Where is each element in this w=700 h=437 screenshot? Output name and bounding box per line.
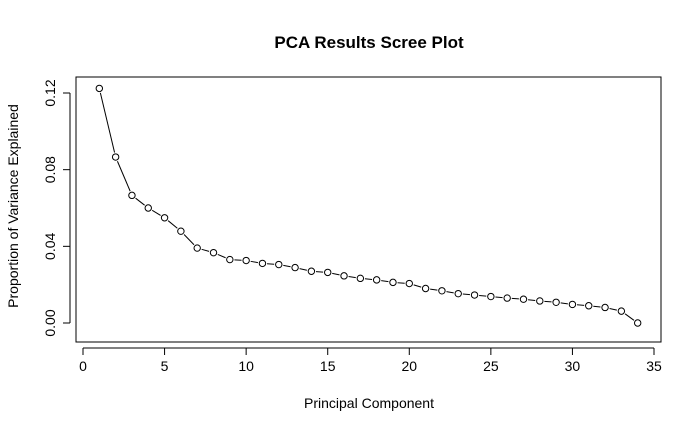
data-point — [292, 264, 298, 270]
x-tick-label: 20 — [401, 358, 417, 374]
x-axis-label: Principal Component — [304, 395, 434, 411]
data-point — [488, 293, 494, 299]
series-segment — [251, 261, 258, 262]
series-segment — [544, 301, 551, 302]
y-tick-label: 0.12 — [42, 79, 58, 106]
x-tick-label: 25 — [483, 358, 499, 374]
series-segment — [365, 279, 372, 280]
y-tick-label: 0.08 — [42, 156, 58, 183]
series-lines — [100, 93, 634, 320]
series-segment — [349, 277, 356, 278]
series-segment — [625, 314, 634, 320]
data-point — [602, 304, 608, 310]
data-point — [439, 288, 445, 294]
series-segment — [561, 303, 568, 304]
series-segment — [610, 308, 617, 310]
series-segment — [136, 198, 145, 205]
data-point — [243, 257, 249, 263]
data-point — [586, 303, 592, 309]
y-tick-label: 0.04 — [42, 232, 58, 259]
x-axis: 0 5 10 15 20 25 30 35 — [79, 348, 662, 374]
x-tick-label: 30 — [565, 358, 581, 374]
series-segment — [398, 283, 405, 284]
series-segment — [300, 269, 307, 271]
y-tick-label: 0.00 — [42, 309, 58, 336]
data-point — [618, 308, 624, 314]
x-tick-label: 15 — [320, 358, 336, 374]
data-point — [634, 320, 640, 326]
data-point — [390, 279, 396, 285]
x-tick-label: 10 — [238, 358, 254, 374]
data-point — [112, 154, 118, 160]
data-point — [210, 249, 216, 255]
series-segment — [479, 295, 486, 296]
series-points — [96, 85, 641, 326]
series-segment — [218, 254, 226, 257]
data-point — [129, 192, 135, 198]
data-point — [357, 275, 363, 281]
series-segment — [593, 306, 600, 307]
data-point — [308, 268, 314, 274]
data-point — [276, 261, 282, 267]
series-segment — [414, 285, 422, 287]
series-segment — [463, 294, 470, 295]
series-segment — [430, 289, 437, 290]
data-point — [373, 277, 379, 283]
data-point — [341, 273, 347, 279]
x-tick-label: 35 — [646, 358, 662, 374]
data-point — [504, 295, 510, 301]
series-segment — [577, 305, 584, 306]
data-point — [325, 269, 331, 275]
series-segment — [100, 93, 114, 153]
data-point — [96, 85, 102, 91]
series-segment — [381, 281, 388, 282]
x-tick-label: 5 — [161, 358, 169, 374]
data-point — [422, 285, 428, 291]
series-segment — [184, 234, 194, 244]
x-tick-label: 0 — [79, 358, 87, 374]
data-point — [455, 290, 461, 296]
data-point — [194, 245, 200, 251]
data-point — [161, 215, 167, 221]
data-point — [553, 299, 559, 305]
data-point — [471, 292, 477, 298]
y-axis-label: Proportion of Variance Explained — [5, 104, 21, 308]
data-point — [178, 228, 184, 234]
series-segment — [528, 300, 535, 301]
y-axis: 0.00 0.04 0.08 0.12 — [42, 79, 70, 336]
series-segment — [202, 249, 209, 251]
data-point — [569, 301, 575, 307]
series-segment — [446, 292, 453, 293]
data-point — [520, 296, 526, 302]
data-point — [406, 280, 412, 286]
series-segment — [332, 273, 339, 275]
series-segment — [267, 264, 274, 265]
data-point — [227, 256, 233, 262]
series-segment — [283, 265, 290, 266]
series-segment — [316, 272, 323, 273]
series-segment — [152, 210, 160, 215]
series-segment — [512, 298, 519, 299]
chart-title: PCA Results Scree Plot — [274, 33, 464, 52]
series-segment — [495, 297, 502, 298]
data-point — [145, 205, 151, 211]
plot-area-border — [76, 77, 661, 342]
series-segment — [168, 221, 177, 229]
series-segment — [117, 161, 130, 191]
data-point — [259, 260, 265, 266]
data-point — [537, 298, 543, 304]
